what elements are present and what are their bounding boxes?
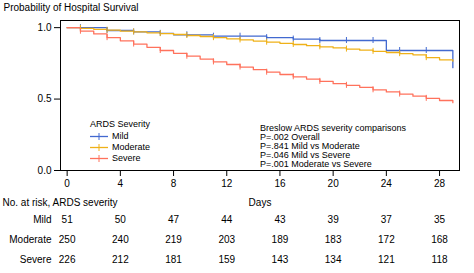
svg-text:189: 189 [272, 234, 289, 245]
svg-text:250: 250 [59, 234, 76, 245]
svg-text:28: 28 [434, 178, 446, 189]
svg-text:212: 212 [112, 254, 129, 265]
svg-text:134: 134 [325, 254, 342, 265]
html-text:Severe: Severe [112, 153, 141, 163]
svg-text:159: 159 [218, 254, 235, 265]
svg-text:168: 168 [431, 234, 448, 245]
svg-text:4: 4 [118, 178, 124, 189]
svg-text:50: 50 [115, 214, 127, 225]
svg-text:1.0: 1.0 [38, 22, 52, 33]
svg-text:20: 20 [328, 178, 340, 189]
svg-text:143: 143 [272, 254, 289, 265]
svg-text:181: 181 [165, 254, 182, 265]
svg-text:8: 8 [171, 178, 177, 189]
svg-text:Moderate: Moderate [9, 234, 52, 245]
svg-text:172: 172 [378, 234, 395, 245]
svg-text:203: 203 [218, 234, 235, 245]
svg-text:37: 37 [381, 214, 393, 225]
svg-text:183: 183 [325, 234, 342, 245]
svg-text:43: 43 [274, 214, 286, 225]
svg-text:121: 121 [378, 254, 395, 265]
svg-text:Mild: Mild [33, 214, 51, 225]
svg-text:0: 0 [64, 178, 70, 189]
svg-text:44: 44 [221, 214, 233, 225]
svg-text:No. at risk, ARDS severity: No. at risk, ARDS severity [3, 197, 118, 208]
svg-text:118: 118 [432, 254, 448, 265]
svg-text:Probability of Hospital Surviv: Probability of Hospital Survival [4, 2, 139, 13]
svg-text:51: 51 [62, 214, 74, 225]
svg-text:16: 16 [274, 178, 286, 189]
html-text:ARDS Severity: ARDS Severity [90, 119, 150, 129]
svg-text:Days: Days [249, 197, 272, 208]
html-text:Mild: Mild [112, 131, 129, 141]
svg-text:12: 12 [221, 178, 233, 189]
svg-text:240: 240 [112, 234, 129, 245]
svg-text:47: 47 [168, 214, 180, 225]
svg-text:0.5: 0.5 [38, 93, 52, 104]
svg-text:0.0: 0.0 [38, 165, 52, 176]
html-text:Moderate: Moderate [112, 142, 150, 152]
svg-text:Severe: Severe [20, 254, 52, 265]
svg-text:226: 226 [59, 254, 76, 265]
svg-text:24: 24 [381, 178, 393, 189]
svg-text:219: 219 [165, 234, 182, 245]
svg-text:39: 39 [328, 214, 340, 225]
svg-text:35: 35 [434, 214, 446, 225]
svg-text:Breslow ARDS severity comparis: Breslow ARDS severity comparisonsP=.002 … [260, 123, 407, 169]
